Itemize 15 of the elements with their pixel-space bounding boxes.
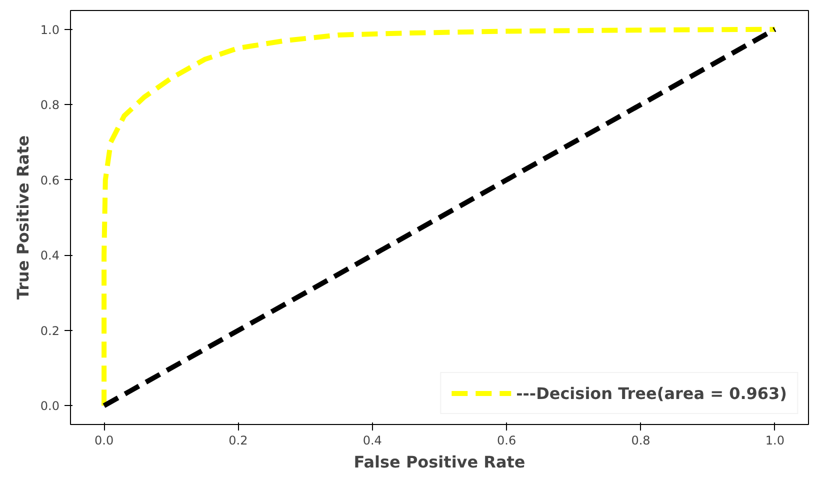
y-tick-label: 0.2 — [40, 324, 60, 338]
y-tick-label: 0.8 — [40, 98, 60, 112]
x-tick-label: 0.6 — [497, 434, 516, 448]
y-axis-title: True Positive Rate — [13, 135, 32, 300]
y-tick-label: 0.0 — [40, 399, 60, 414]
y-tick-label: 1.0 — [40, 22, 60, 37]
x-tick-label: 0.2 — [228, 434, 248, 448]
y-tick-label: 0.4 — [40, 248, 60, 263]
legend-label: ---Decision Tree(area = 0.963) — [516, 384, 787, 402]
x-tick-label: 1.0 — [765, 434, 785, 448]
x-axis-title: False Positive Rate — [354, 452, 526, 472]
y-tick-label: 0.6 — [40, 173, 60, 188]
x-tick-label: 0.0 — [94, 434, 114, 448]
x-tick-label: 0.4 — [362, 434, 382, 448]
x-tick-label: 0.8 — [631, 434, 650, 448]
